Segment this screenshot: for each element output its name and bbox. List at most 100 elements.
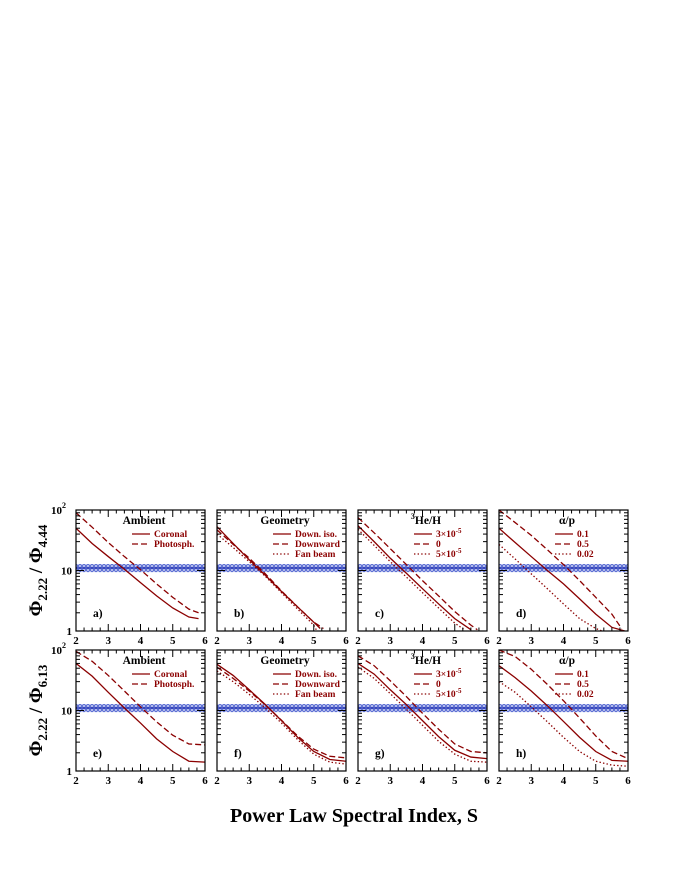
y-tick-exponent: 2 xyxy=(62,501,66,510)
y-tick-label: 102 xyxy=(51,501,66,517)
series-line-solid xyxy=(76,662,205,763)
x-tick-label: 5 xyxy=(170,775,176,787)
panel-letter: e) xyxy=(93,748,102,760)
legend-label: Photosph. xyxy=(154,680,194,690)
x-tick-label: 4 xyxy=(279,635,285,647)
x-tick-label: 4 xyxy=(279,775,285,787)
y-axis-label-row-1: Φ2.22 / Φ4.44 xyxy=(26,524,50,616)
y-tick-base: 10 xyxy=(51,505,63,517)
ylabel-separator: / Φ xyxy=(26,547,47,578)
x-tick-label: 5 xyxy=(452,635,458,647)
x-tick-label: 3 xyxy=(106,635,112,647)
ylabel-subscript: 2.22 xyxy=(35,718,50,741)
legend-label: 0 xyxy=(436,680,441,690)
panel-title-superscript: 3 xyxy=(411,512,415,521)
panel-title: Geometry xyxy=(260,515,309,527)
series-line-dashed xyxy=(358,517,478,631)
series-line-dotted xyxy=(358,666,487,763)
panel-title-text: He/H xyxy=(415,655,441,667)
legend-label: 0.5 xyxy=(577,540,589,550)
x-tick-label: 6 xyxy=(625,775,631,787)
x-tick-label: 3 xyxy=(247,635,253,647)
panel-title-text: α/p xyxy=(559,515,575,527)
legend-label-base: 5×10 xyxy=(436,550,456,560)
x-tick-label: 2 xyxy=(73,775,79,787)
x-axis-label: Power Law Spectral Index, S xyxy=(230,805,478,827)
legend-label: 0.02 xyxy=(577,690,594,700)
ylabel-separator: / Φ xyxy=(26,687,47,718)
panel-title: Ambient xyxy=(123,655,166,667)
legend-label: 3×10-5 xyxy=(436,667,462,680)
legend-label: Downward xyxy=(295,540,341,550)
x-tick-label: 4 xyxy=(138,775,144,787)
x-tick-label: 2 xyxy=(355,635,361,647)
legend-label: Coronal xyxy=(154,530,187,540)
x-tick-label: 4 xyxy=(420,635,426,647)
x-tick-label: 3 xyxy=(529,635,535,647)
y-axis-label-row-2: Φ2.22 / Φ6.13 xyxy=(26,664,50,756)
legend-label-base: 0 xyxy=(436,680,441,690)
x-tick-label: 4 xyxy=(561,635,567,647)
x-tick-label: 5 xyxy=(593,775,599,787)
panel-title-superscript: 3 xyxy=(411,652,415,661)
x-tick-label: 3 xyxy=(388,635,394,647)
x-tick-label: 4 xyxy=(561,775,567,787)
legend-label-exponent: -5 xyxy=(456,527,462,535)
ylabel-subscript: 4.44 xyxy=(35,524,50,547)
panel-letter: c) xyxy=(375,608,384,620)
series-line-solid xyxy=(76,527,199,620)
series-line-dotted xyxy=(358,528,465,631)
x-tick-label: 5 xyxy=(311,775,317,787)
panel-title: 3He/H xyxy=(411,512,441,527)
x-tick-label: 2 xyxy=(73,635,79,647)
panel-title: α/p xyxy=(559,515,575,527)
panel-letter: a) xyxy=(93,608,103,620)
x-tick-label: 5 xyxy=(452,775,458,787)
x-tick-label: 6 xyxy=(484,775,490,787)
panel-letter: h) xyxy=(516,748,526,760)
legend-label: 0.5 xyxy=(577,680,589,690)
x-tick-label: 3 xyxy=(388,775,394,787)
x-tick-label: 4 xyxy=(420,775,426,787)
legend-label: 0.1 xyxy=(577,530,589,540)
x-tick-label: 2 xyxy=(214,635,220,647)
legend-label: 0.02 xyxy=(577,550,594,560)
y-tick-label: 10 xyxy=(61,706,73,718)
x-tick-label: 3 xyxy=(529,775,535,787)
panel-title: Ambient xyxy=(123,515,166,527)
legend-label: Downward xyxy=(295,680,341,690)
y-tick-exponent: 2 xyxy=(62,641,66,650)
series-line-dashed xyxy=(217,666,346,759)
series-line-dotted xyxy=(217,533,318,631)
x-tick-label: 2 xyxy=(355,775,361,787)
series-line-dashed xyxy=(76,512,199,614)
x-tick-label: 3 xyxy=(247,775,253,787)
y-tick-label: 10 xyxy=(61,566,73,578)
series-line-dotted xyxy=(217,670,346,765)
ylabel-subscript: 2.22 xyxy=(35,578,50,601)
legend-label: Down. iso. xyxy=(295,530,337,540)
x-tick-label: 6 xyxy=(202,775,208,787)
ylabel-phi: Φ xyxy=(26,600,47,616)
legend-label-exponent: -5 xyxy=(456,547,462,555)
legend-label: Fan beam xyxy=(295,550,335,560)
legend-label-base: 5×10 xyxy=(436,690,456,700)
legend-label: 3×10-5 xyxy=(436,527,462,540)
y-tick-base: 10 xyxy=(51,645,63,657)
legend-label-exponent: -5 xyxy=(456,667,462,675)
panel-letter: g) xyxy=(375,748,385,760)
panel-title-text: He/H xyxy=(415,515,441,527)
x-tick-label: 2 xyxy=(214,775,220,787)
series-line-dashed xyxy=(499,510,623,629)
legend-label-base: 3×10 xyxy=(436,530,456,540)
legend-label: 5×10-5 xyxy=(436,547,462,560)
x-tick-label: 6 xyxy=(625,635,631,647)
x-tick-label: 5 xyxy=(311,635,317,647)
